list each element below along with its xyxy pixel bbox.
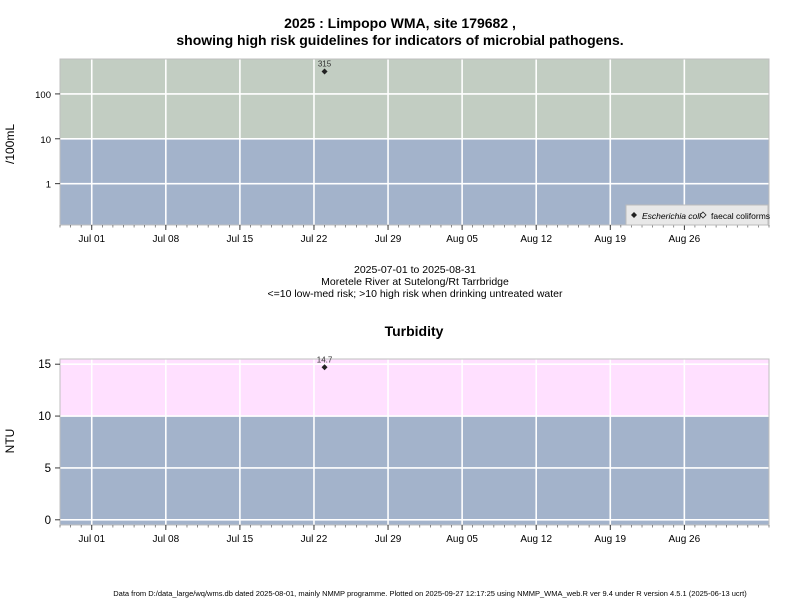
caption-risk-note: <=10 low-med risk; >10 high risk when dr… bbox=[267, 288, 563, 300]
x-tick-label: Jul 01 bbox=[78, 534, 105, 545]
y-tick-label: 1 bbox=[46, 180, 51, 191]
x-tick-label: Aug 12 bbox=[520, 534, 552, 545]
legend: Escherichia coli faecal coliforms bbox=[625, 204, 770, 226]
y-tick-label: 0 bbox=[45, 515, 51, 527]
x-axis: Jul 01 Jul 08 Jul 15 Jul 22 Jul 29 Aug 05 Aug … bbox=[59, 525, 770, 545]
legend-filled-diamond-icon bbox=[631, 212, 637, 218]
high-risk-band bbox=[60, 59, 769, 139]
x-tick-label: Jul 08 bbox=[152, 234, 179, 245]
x-tick-label: Jul 29 bbox=[375, 234, 402, 245]
low-risk-band bbox=[60, 416, 769, 525]
caption-site-name: Moretele River at Sutelong/Rt Tarrbridge bbox=[321, 276, 509, 288]
plot-frame bbox=[59, 58, 770, 226]
y-axis: 0 5 10 15 bbox=[38, 359, 60, 527]
x-tick-label: Jul 15 bbox=[227, 534, 254, 545]
chart-title-line-1: 2025 : Limpopo WMA, site 179682 , bbox=[284, 15, 516, 31]
y-axis: 1 10 100 bbox=[35, 90, 60, 191]
y-tick-label: 10 bbox=[38, 411, 51, 423]
legend-entry-faecal-coliforms: faecal coliforms bbox=[711, 211, 770, 221]
data-points: 14.7 bbox=[317, 355, 333, 371]
caption-date-range: 2025-07-01 to 2025-08-31 bbox=[353, 264, 476, 276]
data-point-label: 14.7 bbox=[317, 355, 333, 364]
x-tick-label: Jul 22 bbox=[301, 534, 328, 545]
x-tick-label: Aug 26 bbox=[668, 234, 700, 245]
x-tick-label: Jul 08 bbox=[152, 534, 179, 545]
microbial-panel: Jul 01 Jul 08 Jul 15 Jul 22 Jul 29 Aug 05 Aug … bbox=[35, 58, 770, 245]
data-point-label: 315 bbox=[318, 60, 332, 69]
x-tick-label: Aug 19 bbox=[594, 534, 626, 545]
y-tick-label: 15 bbox=[38, 359, 51, 371]
data-point-diamond bbox=[321, 68, 328, 75]
data-point-diamond bbox=[321, 364, 328, 371]
x-axis: Jul 01 Jul 08 Jul 15 Jul 22 Jul 29 Aug 05 Aug … bbox=[59, 225, 770, 245]
legend-entry-ecoli: Escherichia coli bbox=[642, 211, 702, 221]
turbidity-panel: Jul 01 Jul 08 Jul 15 Jul 22 Jul 29 Aug 05 Aug … bbox=[38, 355, 770, 545]
data-points: 315 bbox=[318, 60, 332, 75]
x-tick-label: Jul 29 bbox=[375, 534, 402, 545]
legend-open-diamond-icon bbox=[699, 211, 707, 219]
x-tick-label: Jul 15 bbox=[227, 234, 254, 245]
turbidity-panel-title: Turbidity bbox=[384, 323, 444, 339]
x-tick-label: Aug 05 bbox=[446, 534, 478, 545]
x-tick-label: Aug 19 bbox=[594, 234, 626, 245]
y-tick-label: 5 bbox=[45, 463, 51, 475]
gridlines bbox=[60, 359, 769, 525]
x-tick-label: Aug 12 bbox=[520, 234, 552, 245]
high-risk-band bbox=[60, 359, 769, 417]
x-tick-label: Jul 01 bbox=[78, 234, 105, 245]
x-tick-label: Aug 05 bbox=[446, 234, 478, 245]
plot-frame bbox=[59, 358, 770, 526]
y-tick-label: 100 bbox=[35, 90, 51, 101]
legend-box bbox=[625, 204, 769, 226]
footer-note: Data from D:/data_large/wq/wms.db dated … bbox=[113, 589, 747, 598]
x-tick-label: Jul 22 bbox=[301, 234, 328, 245]
chart-title-line-2: showing high risk guidelines for indicat… bbox=[176, 32, 624, 48]
x-tick-label: Aug 26 bbox=[668, 534, 700, 545]
y-tick-label: 10 bbox=[40, 135, 51, 146]
gridlines bbox=[60, 59, 769, 225]
